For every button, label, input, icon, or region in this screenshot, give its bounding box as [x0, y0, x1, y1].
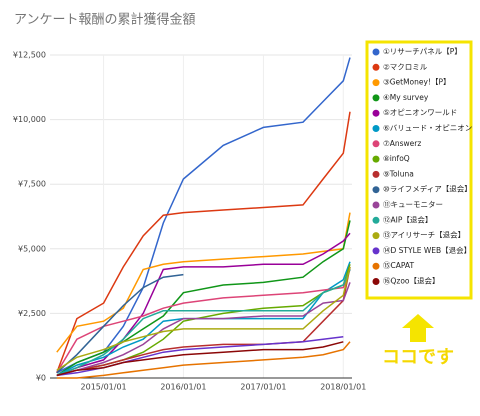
- y-tick-label: ¥7,500: [18, 180, 46, 189]
- legend-marker: [372, 216, 380, 224]
- y-tick-label: ¥5,000: [18, 244, 46, 253]
- x-tick-label: 2017/01/01: [240, 383, 286, 392]
- y-tick-label: ¥12,500: [13, 51, 46, 60]
- legend-marker: [372, 63, 380, 71]
- arrow: [402, 314, 434, 342]
- series-line: [56, 232, 351, 377]
- legend-label: ⑨Toluna: [383, 169, 414, 178]
- legend-label: ①リサーチパネル【P】: [383, 47, 462, 56]
- legend-marker: [372, 278, 380, 285]
- series-line: [56, 269, 351, 377]
- legend-marker: [372, 48, 380, 56]
- legend-marker: [372, 79, 380, 87]
- x-tick-label: 2015/01/01: [81, 383, 127, 392]
- legend-label: ⑦Answerz: [383, 139, 421, 148]
- series-line: [56, 111, 351, 374]
- series-line: [56, 341, 351, 379]
- series-line: [56, 220, 351, 377]
- legend-label: ⑥バリュード・オピニオン: [383, 124, 472, 133]
- legend-label: ⑪キューモニター: [383, 200, 443, 209]
- legend-marker: [372, 232, 380, 240]
- annotation: ココです: [382, 347, 454, 368]
- legend-marker: [372, 140, 380, 148]
- y-tick-label: ¥2,500: [18, 309, 46, 318]
- x-tick-label: 2018/01/01: [320, 383, 366, 392]
- legend-marker: [372, 247, 380, 255]
- series-line: [56, 266, 351, 371]
- series-line: [56, 266, 351, 377]
- legend-label: ②マクロミル: [383, 62, 428, 71]
- legend-marker: [372, 186, 380, 194]
- chart-title: アンケート報酬の累計獲得金額: [14, 12, 195, 28]
- legend-label: ⑩ライフメディア【退会】: [383, 184, 472, 194]
- legend-label: ③GetMoney!【P】: [383, 78, 451, 87]
- legend-label: ⑬アイリサーチ【退会】: [383, 230, 465, 240]
- legend-marker: [372, 201, 380, 209]
- y-tick-label: ¥0: [36, 374, 46, 383]
- legend-marker: [372, 262, 380, 270]
- legend-marker: [372, 94, 380, 102]
- legend-label: ⑧infoQ: [383, 154, 410, 163]
- legend-label: ⑤オピニオンワールド: [383, 108, 457, 117]
- legend-marker: [372, 125, 380, 132]
- legend-label: ④My survey: [383, 93, 429, 102]
- series-line: [56, 341, 344, 377]
- x-tick-label: 2016/01/01: [160, 383, 206, 392]
- y-tick-label: ¥10,000: [13, 115, 46, 124]
- legend-marker: [372, 170, 380, 178]
- legend-label: ⑭D STYLE WEB【退会】: [383, 245, 471, 255]
- legend-marker: [372, 155, 380, 163]
- series-line: [56, 282, 351, 377]
- legend-label: ⑯Qzoo【退会】: [383, 276, 440, 286]
- series-line: [56, 212, 351, 353]
- legend-label: ⑮CAPAT: [383, 261, 414, 270]
- legend-marker: [372, 109, 380, 117]
- series-line: [56, 273, 184, 374]
- legend-label: ⑫AIP【退会】: [383, 214, 432, 224]
- legend-box: [365, 40, 473, 300]
